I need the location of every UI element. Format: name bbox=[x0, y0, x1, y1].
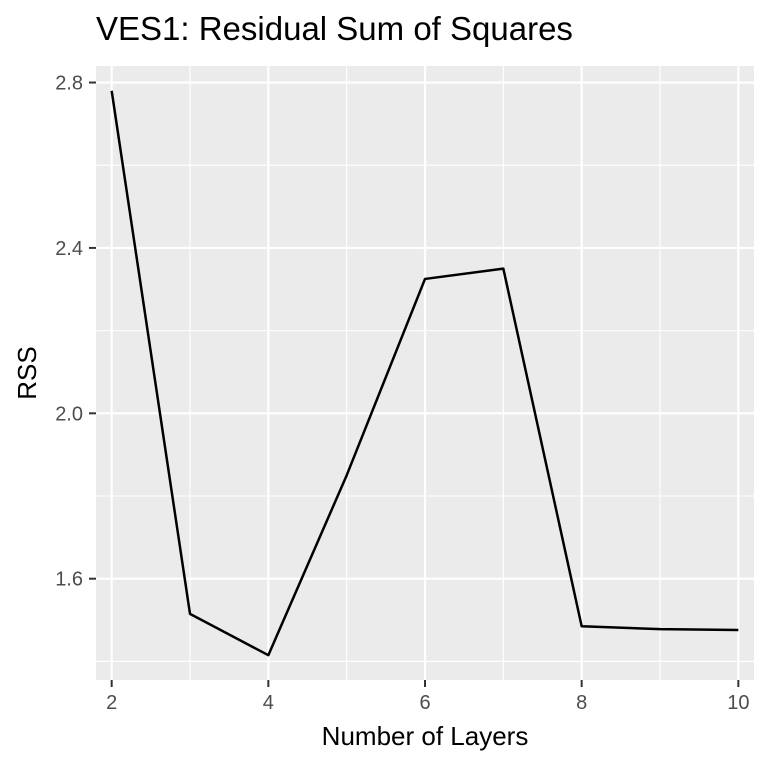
y-axis-title: RSS bbox=[12, 346, 42, 399]
x-tick-label: 6 bbox=[419, 692, 430, 714]
y-tick-label: 2.4 bbox=[55, 238, 83, 260]
x-tick-label: 8 bbox=[576, 692, 587, 714]
major-gridlines bbox=[96, 66, 754, 680]
x-tick-label: 2 bbox=[106, 692, 117, 714]
axis-ticks bbox=[89, 81, 740, 687]
tick-labels: 2 4 6 8 10 1.6 2.0 2.4 2.8 bbox=[55, 73, 749, 714]
chart-title: VES1: Residual Sum of Squares bbox=[96, 10, 573, 47]
y-tick-label: 1.6 bbox=[55, 569, 83, 591]
x-tick-label: 10 bbox=[727, 692, 749, 714]
series-layer bbox=[110, 90, 739, 657]
series-line bbox=[110, 90, 739, 657]
x-axis-title: Number of Layers bbox=[322, 721, 529, 751]
x-tick-label: 4 bbox=[263, 692, 274, 714]
y-tick-label: 2.0 bbox=[55, 403, 83, 425]
y-tick-label: 2.8 bbox=[55, 73, 83, 95]
